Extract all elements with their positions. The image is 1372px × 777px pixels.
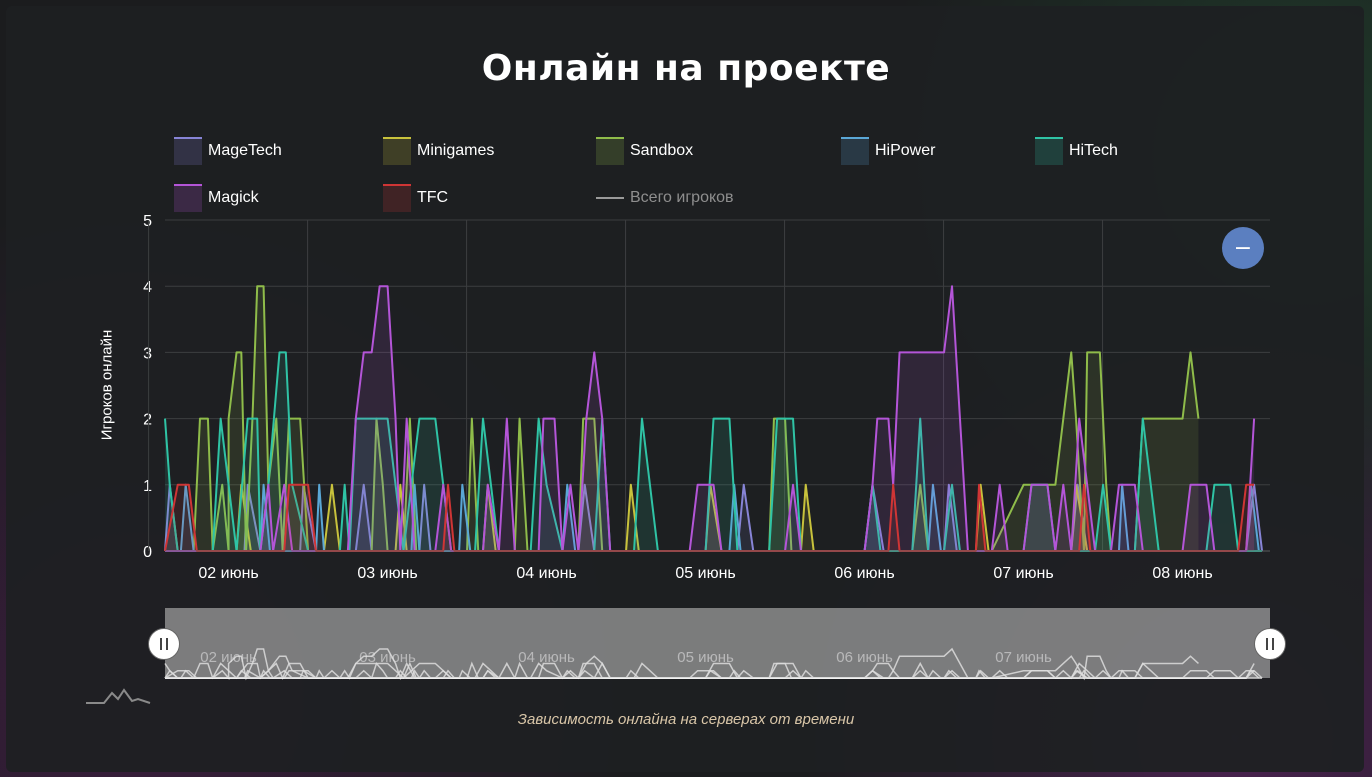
navigator-chart-icon xyxy=(86,688,151,704)
legend-swatch xyxy=(596,137,624,165)
x-tick-label: 04 июнь xyxy=(516,565,576,582)
legend-label: MageTech xyxy=(208,142,282,159)
x-tick-label: 08 июнь xyxy=(1152,565,1212,582)
y-tick-label: 4 xyxy=(143,279,152,296)
series-area-tfc xyxy=(165,484,1255,551)
legend-swatch xyxy=(383,137,411,165)
navigator-left-handle[interactable] xyxy=(148,628,180,660)
legend-swatch xyxy=(174,184,202,212)
legend-label: TFC xyxy=(417,189,449,206)
chart-title: Онлайн на проекте xyxy=(481,48,891,89)
navigator-range[interactable] xyxy=(165,608,1270,678)
legend-item-total-players[interactable]: Всего игроков xyxy=(596,183,734,213)
legend-item-magick[interactable]: Magick xyxy=(174,183,259,213)
legend-label: Minigames xyxy=(417,142,495,159)
x-tick-label: 06 июнь xyxy=(834,565,894,582)
legend-label: HiTech xyxy=(1069,142,1118,159)
navigator-right-handle[interactable] xyxy=(1254,628,1286,660)
legend-swatch xyxy=(383,184,411,212)
legend-swatch xyxy=(1035,137,1063,165)
legend-item-sandbox[interactable]: Sandbox xyxy=(596,136,693,166)
series-area-hitech xyxy=(165,352,1263,551)
y-tick-label: 2 xyxy=(143,412,152,429)
y-tick-label: 5 xyxy=(143,213,152,230)
legend-label: Magick xyxy=(208,189,259,206)
grip-icon xyxy=(1266,638,1274,650)
legend-label: HiPower xyxy=(875,142,936,159)
legend-item-minigames[interactable]: Minigames xyxy=(383,136,494,166)
x-tick-label: 03 июнь xyxy=(357,565,417,582)
legend-swatch xyxy=(174,137,202,165)
legend-item-tfc[interactable]: TFC xyxy=(383,183,448,213)
x-tick-label: 02 июнь xyxy=(198,565,258,582)
y-tick-label: 3 xyxy=(143,345,152,362)
legend-item-hitech[interactable]: HiTech xyxy=(1035,136,1118,166)
legend-swatch xyxy=(841,137,869,165)
legend-label: Sandbox xyxy=(630,142,694,159)
legend-line-swatch xyxy=(596,197,624,199)
x-tick-label: 05 июнь xyxy=(675,565,735,582)
legend-label: Всего игроков xyxy=(630,189,734,206)
minus-icon: − xyxy=(1233,235,1253,261)
series-area-magick xyxy=(165,286,1255,551)
x-tick-label: 07 июнь xyxy=(993,565,1053,582)
zoom-reset-button[interactable]: − xyxy=(1222,227,1264,269)
y-tick-label: 1 xyxy=(143,478,152,495)
legend-item-magetech[interactable]: MageTech xyxy=(174,136,282,166)
legend-item-hipower[interactable]: HiPower xyxy=(841,136,935,166)
grip-icon xyxy=(160,638,168,650)
chart-caption: Зависимость онлайна на серверах от време… xyxy=(517,711,855,728)
series-line-magick xyxy=(165,285,1256,552)
y-tick-label: 0 xyxy=(143,544,152,561)
